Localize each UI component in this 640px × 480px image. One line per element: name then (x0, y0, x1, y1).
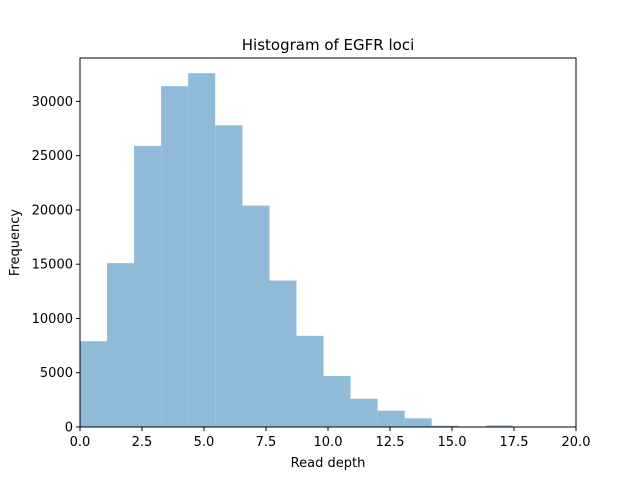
histogram-bar (134, 145, 162, 427)
histogram-bars (80, 73, 513, 427)
histogram-bar (485, 425, 513, 427)
x-tick-label: 0.0 (70, 435, 91, 450)
y-axis-label: Frequency (8, 209, 23, 276)
x-tick-label: 15.0 (438, 435, 467, 450)
y-tick-label: 15000 (32, 258, 73, 273)
x-tick-label: 12.5 (376, 435, 405, 450)
histogram-bar (161, 86, 189, 427)
plot-frame (79, 57, 577, 428)
x-tick-label: 2.5 (132, 435, 153, 450)
y-tick-label: 25000 (32, 149, 73, 164)
y-tick-label: 20000 (32, 203, 73, 218)
y-tick-label: 30000 (32, 95, 73, 110)
y-tick-label: 10000 (32, 312, 73, 327)
x-tick-label: 5.0 (194, 435, 215, 450)
histogram-bar (107, 263, 135, 427)
histogram-bar (80, 341, 108, 427)
histogram-bar (188, 73, 216, 427)
histogram-bar (323, 375, 351, 427)
chart-title: Histogram of EGFR loci (242, 36, 415, 54)
x-tick-label: 20.0 (562, 435, 591, 450)
x-tick-label: 7.5 (256, 435, 277, 450)
histogram-bar (215, 125, 243, 427)
x-axis: 0.0 2.5 5.0 7.5 10.0 12.5 15.0 17.5 20.0 (70, 427, 591, 450)
histogram-bar (377, 410, 405, 427)
histogram-bar (269, 280, 297, 427)
x-tick-label: 17.5 (500, 435, 529, 450)
x-tick-label: 10.0 (314, 435, 343, 450)
histogram-bar (296, 335, 324, 427)
y-axis: 0 5000 10000 15000 20000 25000 30000 (32, 95, 80, 436)
histogram-bar (404, 418, 432, 427)
histogram-bar (350, 398, 378, 427)
histogram-bar (431, 425, 459, 427)
y-tick-label: 5000 (40, 366, 73, 381)
x-axis-label: Read depth (291, 456, 366, 471)
histogram-bar (242, 205, 270, 427)
y-tick-label: 0 (65, 421, 73, 436)
